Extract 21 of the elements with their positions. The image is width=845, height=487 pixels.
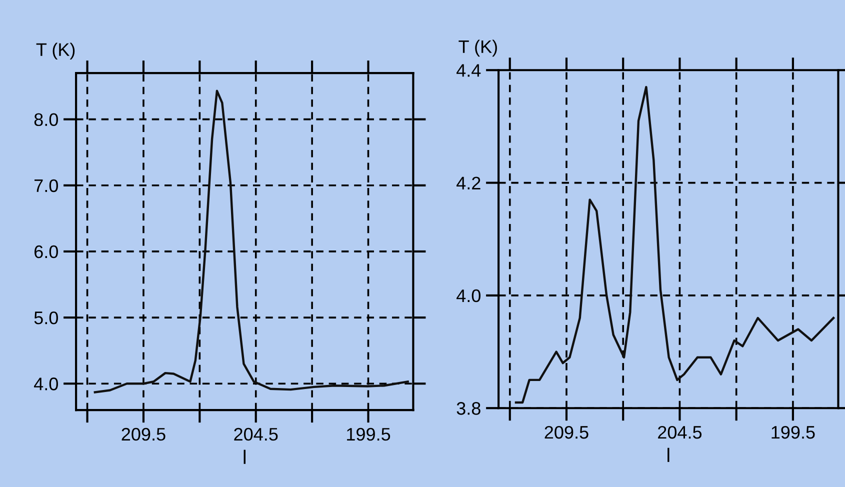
y-tick-label: 4.4 [456, 64, 481, 77]
x-axis-title: l [668, 448, 670, 462]
x-tick-label: 204.5 [234, 428, 278, 441]
line-series [514, 86, 835, 404]
y-tick-label: 4.0 [456, 289, 480, 302]
y-tick-label: 5.0 [34, 311, 58, 324]
y-tick-label: 6.0 [34, 245, 58, 258]
y-axis-title: T (K) [458, 40, 497, 57]
x-tick-label: 209.5 [122, 428, 166, 441]
x-tick-label: 204.5 [658, 426, 702, 439]
y-tick-label: 7.0 [34, 179, 58, 192]
x-tick-label: 199.5 [772, 426, 815, 439]
y-tick-label: 8.0 [34, 113, 58, 126]
y-tick-label: 3.8 [456, 402, 480, 415]
y-tick-label: 4.2 [456, 176, 480, 190]
x-tick-label: 199.5 [347, 428, 390, 441]
y-tick-label: 4.0 [34, 378, 58, 390]
x-axis-title: l [244, 450, 246, 464]
line-series [94, 90, 409, 394]
y-axis-title: T (K) [36, 42, 75, 60]
x-tick-label: 209.5 [544, 426, 588, 439]
